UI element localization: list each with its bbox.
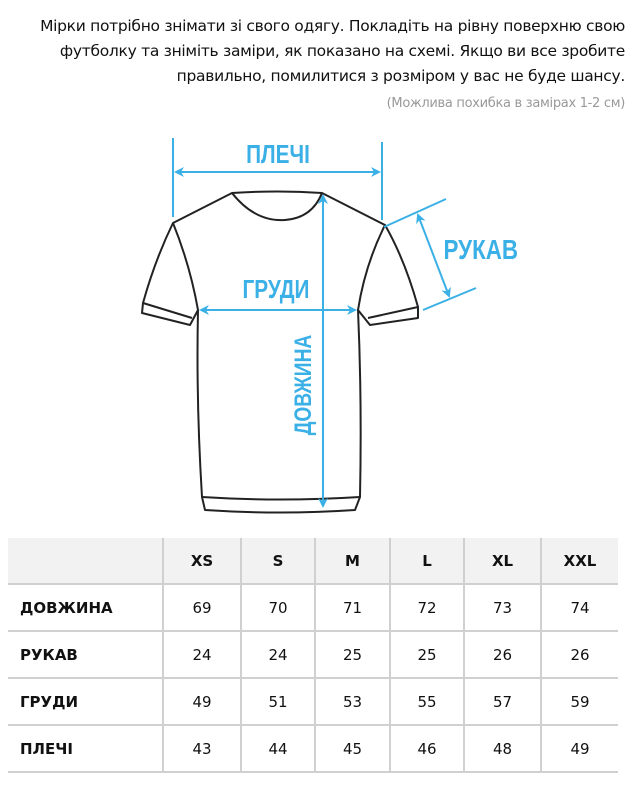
- size-value-cell: 44: [241, 725, 316, 773]
- row-label: ДОВЖИНА: [8, 584, 164, 632]
- row-label: РУКАВ: [8, 631, 164, 679]
- size-value-cell: 43: [163, 725, 242, 773]
- measurement-lines: [172, 138, 477, 508]
- sleeve-arrow: [416, 213, 451, 298]
- header-cell: M: [315, 538, 391, 585]
- size-value-cell: 48: [464, 725, 542, 773]
- label-shoulders: ПЛЕЧІ: [246, 140, 310, 169]
- header-cell: [8, 538, 164, 585]
- size-value-cell: 69: [163, 584, 242, 632]
- size-value-cell: 26: [541, 631, 618, 679]
- header-cell: XXL: [541, 538, 618, 585]
- size-value-cell: 49: [163, 678, 242, 726]
- table-row: ПЛЕЧІ 43 44 45 46 48 49: [8, 725, 618, 773]
- row-label: ПЛЕЧІ: [8, 725, 164, 773]
- size-value-cell: 24: [163, 631, 242, 679]
- tshirt-outline: [141, 190, 419, 514]
- size-value-cell: 73: [464, 584, 542, 632]
- size-value-cell: 51: [241, 678, 316, 726]
- size-value-cell: 25: [315, 631, 391, 679]
- size-value-cell: 45: [315, 725, 391, 773]
- header-cell: L: [390, 538, 465, 585]
- size-value-cell: 74: [541, 584, 618, 632]
- size-value-cell: 49: [541, 725, 618, 773]
- table-row: ДОВЖИНА 69 70 71 72 73 74: [8, 584, 618, 632]
- size-value-cell: 57: [464, 678, 542, 726]
- size-value-cell: 53: [315, 678, 391, 726]
- label-length: ДОВЖИНА: [289, 334, 317, 435]
- size-value-cell: 26: [464, 631, 542, 679]
- size-value-cell: 46: [390, 725, 465, 773]
- header-cell: S: [241, 538, 316, 585]
- tshirt-measurement-diagram: ПЛЕЧІ ГРУДИ РУКАВ ДОВЖИНА: [141, 138, 519, 514]
- header-cell: XL: [464, 538, 542, 585]
- size-value-cell: 72: [390, 584, 465, 632]
- size-value-cell: 71: [315, 584, 391, 632]
- measurement-error-note: (Можлива похибка в замірах 1-2 см): [386, 96, 626, 111]
- size-header-row: XS S M L XL XXL: [8, 538, 618, 585]
- label-sleeve: РУКАВ: [444, 235, 519, 266]
- intro-text: Мірки потрібно знімати зі свого одягу. П…: [40, 17, 625, 85]
- size-value-cell: 70: [241, 584, 316, 632]
- table-row: ГРУДИ 49 51 53 55 57 59: [8, 678, 618, 726]
- table-row: РУКАВ 24 24 25 25 26 26: [8, 631, 618, 679]
- row-label: ГРУДИ: [8, 678, 164, 726]
- size-value-cell: 24: [241, 631, 316, 679]
- size-value-cell: 55: [390, 678, 465, 726]
- label-chest: ГРУДИ: [242, 275, 309, 304]
- size-value-cell: 25: [390, 631, 465, 679]
- header-cell: XS: [163, 538, 242, 585]
- size-value-cell: 59: [541, 678, 618, 726]
- size-table: XS S M L XL XXL ДОВЖИНА 69 70 71 72 73 74 РУКАВ…: [8, 538, 618, 773]
